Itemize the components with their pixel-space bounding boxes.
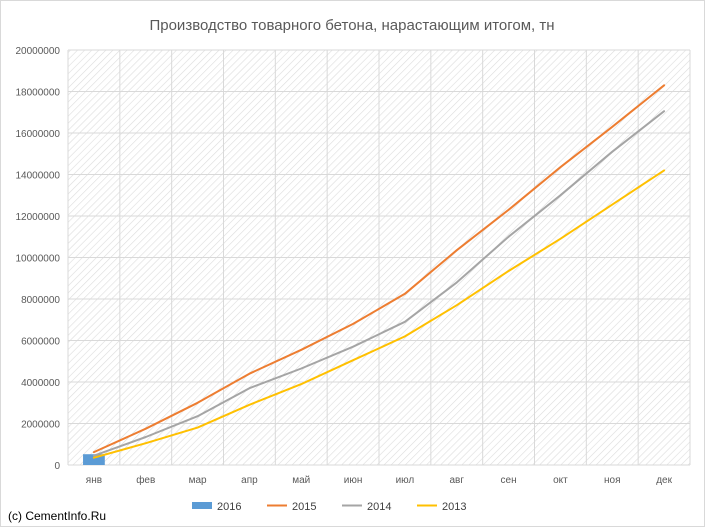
data-point-2014 bbox=[249, 388, 250, 389]
data-point-2015 bbox=[145, 428, 146, 429]
data-point-2013 bbox=[353, 360, 354, 361]
x-tick-label: сен bbox=[501, 475, 517, 486]
data-point-2015 bbox=[197, 402, 198, 403]
data-point-2015 bbox=[508, 209, 509, 210]
x-tick-label: дек bbox=[656, 475, 672, 486]
line-series-2013 bbox=[92, 169, 666, 459]
x-tick-label: янв bbox=[86, 475, 102, 486]
data-point-2013 bbox=[197, 427, 198, 428]
y-tick-label: 20000000 bbox=[16, 46, 61, 57]
data-point-2015 bbox=[93, 452, 94, 453]
bar-series-layer bbox=[83, 454, 105, 465]
data-point-2013 bbox=[508, 270, 509, 271]
data-point-2015 bbox=[612, 126, 613, 127]
data-point-2015 bbox=[353, 323, 354, 324]
data-point-2013 bbox=[560, 238, 561, 239]
y-tick-label: 16000000 bbox=[16, 129, 61, 140]
y-tick-label: 18000000 bbox=[16, 88, 61, 99]
data-point-2013 bbox=[249, 404, 250, 405]
data-point-2014 bbox=[145, 436, 146, 437]
x-tick-label: июн bbox=[344, 475, 363, 486]
data-point-2013 bbox=[664, 170, 665, 171]
y-tick-label: 14000000 bbox=[16, 171, 61, 182]
data-point-2014 bbox=[612, 151, 613, 152]
y-tick-label: 12000000 bbox=[16, 212, 61, 223]
data-point-2014 bbox=[197, 416, 198, 417]
data-point-2014 bbox=[456, 282, 457, 283]
data-point-2015 bbox=[560, 167, 561, 168]
data-point-2014 bbox=[560, 195, 561, 196]
line-series-2015 bbox=[92, 84, 666, 454]
x-tick-label: авг bbox=[449, 475, 464, 486]
line-series-2014 bbox=[92, 110, 666, 457]
bar-2016 bbox=[83, 454, 105, 465]
x-axis: янв фев мар апр май июн июл авг сен окт ноя дек bbox=[86, 474, 673, 486]
data-point-2014 bbox=[93, 455, 94, 456]
data-point-2013 bbox=[145, 443, 146, 444]
x-tick-label: апр bbox=[241, 475, 258, 486]
y-tick-label: 4000000 bbox=[21, 378, 60, 389]
data-point-2013 bbox=[301, 384, 302, 385]
x-tick-label: мар bbox=[189, 475, 207, 486]
data-point-2015 bbox=[456, 250, 457, 251]
legend-label-2013: 2013 bbox=[442, 501, 466, 513]
legend-label-2014: 2014 bbox=[367, 501, 391, 513]
y-tick-label: 0 bbox=[54, 461, 60, 472]
data-point-2014 bbox=[404, 321, 405, 322]
x-tick-label: окт bbox=[553, 475, 568, 486]
credit-text: (c) CementInfo.Ru bbox=[8, 509, 106, 523]
y-tick-label: 10000000 bbox=[16, 254, 61, 265]
legend: 2016 2015 2014 2013 bbox=[192, 501, 466, 513]
data-point-2013 bbox=[93, 457, 94, 458]
y-tick-label: 8000000 bbox=[21, 295, 60, 306]
gridlines bbox=[67, 49, 691, 466]
data-point-2013 bbox=[612, 204, 613, 205]
data-point-2015 bbox=[404, 293, 405, 294]
line-series-layer bbox=[92, 84, 666, 459]
data-point-2014 bbox=[508, 236, 509, 237]
data-point-2013 bbox=[404, 336, 405, 337]
x-tick-label: ноя bbox=[604, 475, 621, 486]
data-point-2015 bbox=[664, 85, 665, 86]
y-tick-label: 2000000 bbox=[21, 420, 60, 431]
y-axis: 0 2000000 4000000 6000000 8000000 10000000 120… bbox=[16, 46, 61, 472]
x-tick-label: июл bbox=[396, 475, 415, 486]
y-tick-label: 6000000 bbox=[21, 337, 60, 348]
legend-label-2016: 2016 bbox=[217, 501, 241, 513]
data-point-2014 bbox=[353, 346, 354, 347]
chart-title: Производство товарного бетона, нарастающ… bbox=[149, 17, 554, 34]
x-tick-label: май bbox=[292, 475, 310, 486]
data-point-2015 bbox=[249, 373, 250, 374]
data-point-2014 bbox=[664, 111, 665, 112]
legend-swatch-2016 bbox=[192, 502, 212, 509]
data-point-2013 bbox=[456, 305, 457, 306]
x-tick-label: фев bbox=[136, 474, 155, 486]
data-point-2014 bbox=[301, 368, 302, 369]
legend-label-2015: 2015 bbox=[292, 501, 316, 513]
data-point-2015 bbox=[301, 349, 302, 350]
